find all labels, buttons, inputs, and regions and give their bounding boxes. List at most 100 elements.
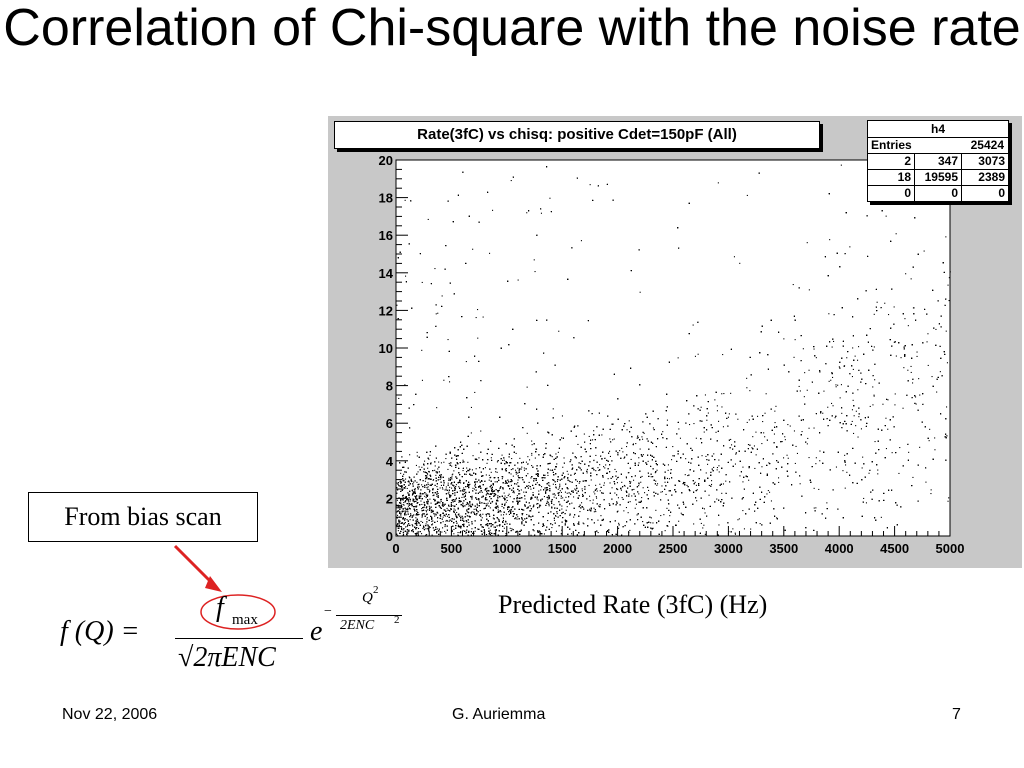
data-point	[559, 503, 561, 505]
data-point	[504, 498, 506, 500]
data-point	[512, 510, 514, 512]
data-point	[686, 484, 688, 486]
data-point	[548, 482, 550, 484]
data-point	[478, 443, 480, 445]
data-point	[869, 405, 871, 407]
data-point	[721, 492, 723, 494]
data-point	[667, 469, 669, 471]
data-point	[603, 482, 605, 484]
data-point	[563, 499, 565, 501]
data-point	[468, 522, 470, 524]
data-point	[636, 437, 638, 439]
data-point	[486, 534, 488, 536]
data-point	[437, 468, 439, 470]
data-point	[490, 457, 492, 459]
data-point	[945, 236, 947, 238]
data-point	[426, 517, 428, 519]
data-point	[799, 390, 801, 392]
data-point	[609, 438, 611, 440]
data-point	[497, 491, 499, 493]
data-point	[907, 369, 909, 371]
data-point	[858, 346, 860, 348]
data-point	[520, 468, 522, 470]
data-point	[536, 498, 538, 500]
data-point	[547, 474, 549, 476]
data-point	[448, 493, 450, 495]
data-point	[727, 416, 729, 418]
data-point	[595, 496, 597, 498]
data-point	[753, 445, 755, 447]
data-point	[593, 507, 595, 509]
data-point	[473, 508, 475, 510]
data-point	[495, 506, 497, 508]
data-point	[538, 530, 540, 532]
data-point	[623, 484, 625, 486]
data-point	[416, 455, 418, 457]
data-point	[868, 472, 870, 474]
data-point	[437, 492, 439, 494]
data-point	[808, 457, 810, 459]
data-point	[629, 480, 631, 482]
data-point	[455, 503, 457, 505]
data-point	[596, 497, 598, 499]
data-point	[895, 233, 897, 235]
data-point	[474, 391, 476, 393]
data-point	[445, 458, 447, 460]
data-point	[784, 436, 786, 438]
data-point	[738, 518, 740, 520]
data-point	[877, 473, 879, 475]
data-point	[508, 493, 510, 495]
data-point	[638, 483, 640, 485]
data-point	[640, 481, 642, 483]
data-point	[748, 479, 750, 481]
data-point	[533, 504, 535, 506]
data-point	[427, 524, 429, 526]
data-point	[533, 530, 535, 532]
data-point	[831, 346, 833, 348]
data-point	[583, 523, 585, 525]
data-point	[687, 475, 689, 477]
data-point	[815, 457, 817, 459]
data-point	[768, 462, 770, 464]
data-point	[796, 452, 798, 454]
data-point	[731, 444, 733, 446]
data-point	[449, 486, 451, 488]
data-point	[617, 497, 619, 499]
data-point	[705, 455, 707, 457]
data-point	[661, 485, 663, 487]
data-point	[513, 492, 515, 494]
data-point	[436, 520, 438, 522]
data-point	[923, 250, 925, 252]
data-point	[551, 527, 553, 529]
data-point	[603, 484, 605, 486]
data-point	[717, 182, 719, 184]
data-point	[440, 500, 442, 502]
data-point	[397, 527, 399, 529]
data-point	[477, 528, 479, 530]
data-point	[418, 466, 420, 468]
data-point	[428, 525, 430, 527]
data-point	[708, 484, 710, 486]
data-point	[486, 462, 488, 464]
data-point	[426, 487, 428, 489]
data-point	[620, 489, 622, 491]
data-point	[405, 514, 407, 516]
data-point	[910, 371, 912, 373]
data-point	[471, 528, 473, 530]
data-point	[427, 482, 429, 484]
data-point	[749, 390, 751, 392]
data-point	[713, 466, 715, 468]
data-point	[401, 499, 403, 501]
scatter-plot: 0 500 1000 1500 2000 2500 3000 3500 4000 4500 5000…	[379, 153, 965, 556]
data-point	[830, 379, 832, 381]
data-point	[500, 511, 502, 513]
data-point	[433, 513, 435, 515]
data-point	[484, 508, 486, 510]
data-point	[595, 484, 597, 486]
data-point	[915, 396, 917, 398]
data-point	[555, 515, 557, 517]
data-point	[540, 505, 542, 507]
data-point	[728, 413, 730, 415]
data-point	[742, 510, 744, 512]
data-point	[536, 503, 538, 505]
